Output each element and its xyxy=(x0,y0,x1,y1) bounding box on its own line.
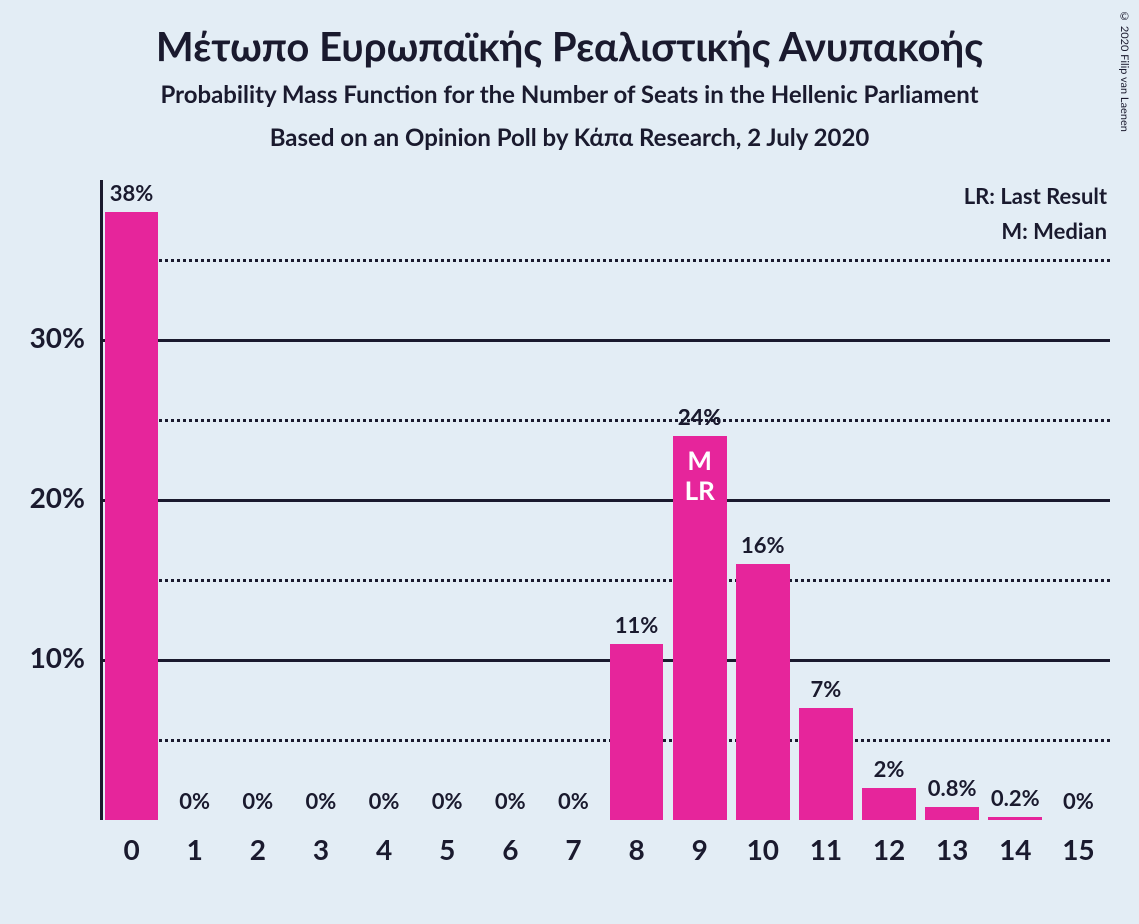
x-axis-label: 11 xyxy=(810,832,842,866)
bar xyxy=(925,807,979,820)
y-axis-label: 20% xyxy=(30,480,85,514)
gridline-minor xyxy=(100,419,1110,422)
bar-value-label: 0.8% xyxy=(928,774,977,801)
x-axis-label: 5 xyxy=(439,832,455,866)
bar-value-label: 24% xyxy=(678,403,722,430)
x-axis-label: 6 xyxy=(502,832,518,866)
y-axis-label: 10% xyxy=(30,640,85,674)
x-axis-label: 3 xyxy=(313,832,329,866)
bar-value-label: 7% xyxy=(811,675,842,702)
gridline-minor xyxy=(100,579,1110,582)
x-axis-label: 10 xyxy=(747,832,779,866)
chart-title: Μέτωπο Ευρωπαϊκής Ρεαλιστικής Ανυπακοής xyxy=(0,0,1139,70)
bar xyxy=(105,212,159,820)
bar-value-label: 0% xyxy=(369,787,400,814)
x-axis-label: 1 xyxy=(187,832,203,866)
x-axis-label: 8 xyxy=(628,832,644,866)
x-axis-label: 2 xyxy=(250,832,266,866)
gridline-minor xyxy=(100,739,1110,742)
bar xyxy=(610,644,664,820)
x-axis-label: 13 xyxy=(936,832,968,866)
bar-value-label: 0% xyxy=(1063,787,1094,814)
bar-value-label: 0% xyxy=(306,787,337,814)
x-axis-label: 0 xyxy=(123,832,139,866)
bar-value-label: 0% xyxy=(242,787,273,814)
bar-value-label: 38% xyxy=(110,179,154,206)
bar xyxy=(988,817,1042,820)
x-axis-label: 15 xyxy=(1062,832,1094,866)
bar-value-label: 0% xyxy=(179,787,210,814)
x-axis-label: 12 xyxy=(873,832,905,866)
chart-container: Μέτωπο Ευρωπαϊκής Ρεαλιστικής Ανυπακοής … xyxy=(0,0,1139,924)
bar-value-label: 0.2% xyxy=(991,784,1040,811)
bar-value-label: 16% xyxy=(741,531,785,558)
chart-area: 10%20%30%038%10%20%30%40%50%60%70%811%92… xyxy=(100,180,1110,860)
copyright-text: © 2020 Filip van Laenen xyxy=(1118,10,1131,132)
gridline-major xyxy=(100,499,1110,502)
bar xyxy=(736,564,790,820)
bar-value-label: 0% xyxy=(558,787,589,814)
bar-value-label: 11% xyxy=(615,611,659,638)
x-axis-label: 4 xyxy=(376,832,392,866)
x-axis-label: 7 xyxy=(565,832,581,866)
gridline-major xyxy=(100,339,1110,342)
bar xyxy=(799,708,853,820)
bar-annotation: MLR xyxy=(685,446,715,506)
bar-value-label: 0% xyxy=(495,787,526,814)
x-axis-label: 9 xyxy=(692,832,708,866)
bar-value-label: 0% xyxy=(432,787,463,814)
chart-subtitle-1: Probability Mass Function for the Number… xyxy=(0,70,1139,109)
bar-value-label: 2% xyxy=(874,755,905,782)
y-axis-label: 30% xyxy=(30,320,85,354)
gridline-minor xyxy=(100,259,1110,262)
chart-subtitle-2: Based on an Opinion Poll by Κάπα Researc… xyxy=(0,109,1139,152)
x-axis-label: 14 xyxy=(999,832,1031,866)
plot-area: 10%20%30%038%10%20%30%40%50%60%70%811%92… xyxy=(100,180,1110,820)
gridline-major xyxy=(100,659,1110,662)
bar xyxy=(862,788,916,820)
